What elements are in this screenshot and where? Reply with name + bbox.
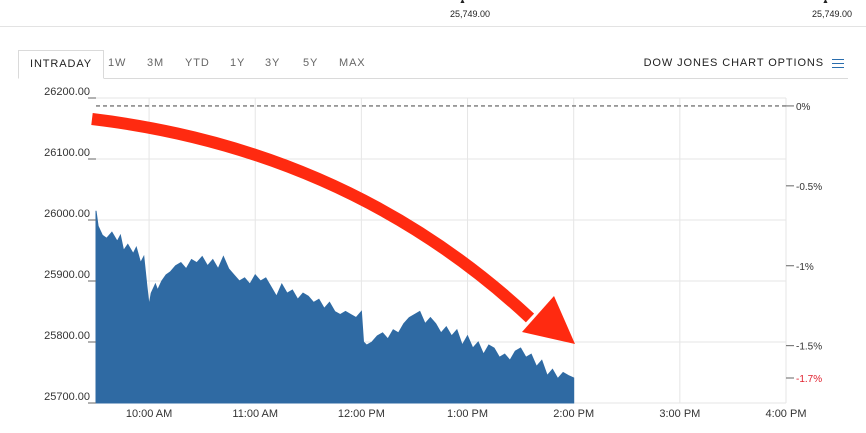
y-tick-label: 25900.00 <box>44 269 90 281</box>
tab-max[interactable]: MAX <box>339 57 366 69</box>
pct-tick-label: 0% <box>796 102 811 113</box>
quote-value-right: 25,749.00 <box>812 9 853 19</box>
y-tick-label: 26200.00 <box>44 86 90 98</box>
tab-1y[interactable]: 1Y <box>230 57 246 69</box>
chart-options-button[interactable]: DOW JONES CHART OPTIONS <box>644 50 844 77</box>
x-tick-label: 11:00 AM <box>232 408 278 420</box>
up-triangle-icon: ▲ <box>822 0 829 5</box>
price-area <box>95 210 575 404</box>
tab-3m[interactable]: 3M <box>147 57 165 69</box>
annotation-arrow-shaft <box>91 113 535 323</box>
y-tick-label: 26000.00 <box>44 208 90 220</box>
chart-options-label: DOW JONES CHART OPTIONS <box>643 57 824 69</box>
x-tick-label: 4:00 PM <box>766 408 807 420</box>
tab-intraday[interactable]: INTRADAY <box>18 50 105 79</box>
menu-icon <box>832 58 844 69</box>
pct-tick-label: -1.7% <box>796 374 822 385</box>
annotation-arrowhead <box>522 296 575 344</box>
x-tick-label: 12:00 PM <box>338 408 385 420</box>
x-tick-label: 1:00 PM <box>447 408 488 420</box>
tab-1w[interactable]: 1W <box>108 57 127 69</box>
quote-value-left: 25,749.00 <box>450 9 491 19</box>
chart-range-tabs: INTRADAY 1W 3M YTD 1Y 3Y 5Y MAX DOW JONE… <box>18 50 848 79</box>
y-tick-label: 26100.00 <box>44 147 90 159</box>
pct-tick-label: -0.5% <box>796 182 822 193</box>
tab-3y[interactable]: 3Y <box>265 57 281 69</box>
x-tick-label: 2:00 PM <box>553 408 594 420</box>
pct-tick-label: -1.5% <box>796 342 822 353</box>
y-tick-label: 25800.00 <box>44 330 90 342</box>
up-triangle-icon: ▲ <box>459 0 466 5</box>
x-tick-label: 3:00 PM <box>659 408 700 420</box>
x-tick-label: 10:00 AM <box>126 408 172 420</box>
tab-5y[interactable]: 5Y <box>303 57 319 69</box>
tab-ytd[interactable]: YTD <box>185 57 210 69</box>
y-tick-label: 25700.00 <box>44 391 90 403</box>
quote-strip: ▲ 25,749.00 ▲ 25,749.00 <box>0 0 866 27</box>
pct-tick-label: -1% <box>796 262 814 273</box>
